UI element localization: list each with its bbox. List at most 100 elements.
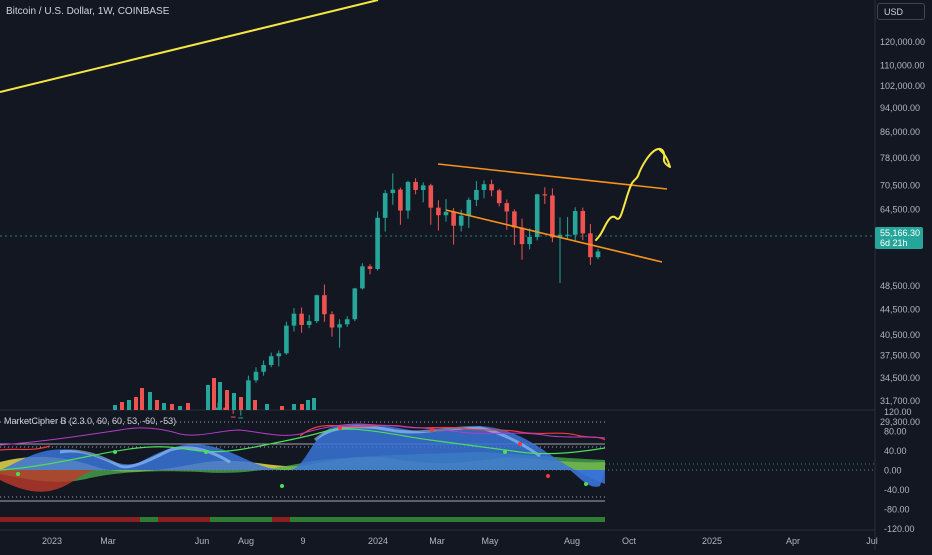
- candle: [474, 181, 479, 207]
- candle: [276, 350, 282, 367]
- candle: [223, 403, 228, 410]
- symbol-title[interactable]: Bitcoin / U.S. Dollar, 1W, COINBASE: [6, 6, 170, 17]
- candle: [519, 218, 525, 260]
- indicator-name[interactable]: MarketCipher B (2.3.0, 60, 60, 53, -60, …: [4, 416, 177, 426]
- price-axis-label: 48,500.00: [880, 281, 920, 291]
- candle: [140, 388, 144, 410]
- candle: [565, 216, 570, 240]
- time-axis-label: Mar: [100, 536, 116, 546]
- candle: [527, 228, 532, 250]
- candle: [595, 248, 601, 260]
- time-axis-label: 2024: [368, 536, 388, 546]
- candle: [265, 404, 269, 410]
- indicator-axis[interactable]: 120.00 80.00 40.00 0.00 -40.00 -80.00 -120.00: [884, 407, 915, 534]
- time-axis-label: Jun: [195, 536, 210, 546]
- candle: [212, 378, 216, 410]
- price-axis-label: 70,500.00: [880, 180, 920, 190]
- candle: [127, 400, 131, 410]
- price-axis-label: 37,500.00: [880, 350, 920, 360]
- candle: [534, 193, 540, 241]
- candle: [206, 385, 210, 410]
- stoch-line-purple: [0, 423, 606, 446]
- candle: [436, 200, 441, 231]
- time-axis-label: Mar: [429, 536, 445, 546]
- candle: [550, 188, 555, 243]
- candle: [225, 390, 229, 410]
- candle: [405, 180, 411, 219]
- candle: [178, 406, 182, 410]
- candle: [360, 263, 365, 290]
- candle: [557, 217, 563, 283]
- candle: [314, 294, 320, 324]
- time-axis-label: 2023: [42, 536, 62, 546]
- time-axis-label: Aug: [564, 536, 580, 546]
- indicator-axis-label: -80.00: [884, 505, 910, 515]
- candle: [496, 188, 502, 207]
- price-axis-label: 40,500.00: [880, 330, 920, 340]
- candle: [280, 406, 284, 410]
- candle: [413, 178, 418, 195]
- wave-blue-area: [0, 424, 605, 484]
- price-axis-label: 34,500.00: [880, 373, 920, 383]
- channel-upper-line[interactable]: [437, 163, 668, 190]
- candle: [239, 397, 243, 410]
- candle: [312, 398, 316, 410]
- price-axis-label: 120,000.00: [880, 37, 925, 47]
- time-axis[interactable]: 2023 Mar Jun Aug 9 2024 Mar May Aug Oct 2025 Apr Jul: [42, 536, 878, 546]
- projection-scribble[interactable]: [595, 147, 671, 241]
- price-axis-label: 29,300.00: [880, 417, 920, 427]
- candle: [134, 397, 138, 410]
- price-axis-label: 102,000.00: [880, 81, 925, 91]
- candle: [398, 187, 403, 225]
- candle: [580, 207, 586, 241]
- price-axis-label: 86,000.00: [880, 127, 920, 137]
- candle: [329, 311, 335, 337]
- price-axis-label: 94,000.00: [880, 103, 920, 113]
- yellow-trendline[interactable]: [0, 0, 379, 93]
- candle: [291, 308, 297, 332]
- indicator-axis-label: 0.00: [884, 466, 902, 476]
- candle: [155, 400, 159, 410]
- indicator-axis-label: 80.00: [884, 427, 907, 437]
- candle: [170, 404, 174, 410]
- candle: [246, 375, 251, 410]
- candle: [162, 403, 166, 410]
- candle: [232, 393, 236, 410]
- time-axis-label: Aug: [238, 536, 254, 546]
- candle: [306, 400, 310, 410]
- price-axis-label: 78,000.00: [880, 153, 920, 163]
- time-axis-label: 9: [300, 536, 305, 546]
- time-axis-label: Oct: [622, 536, 637, 546]
- time-axis-label: Jul: [866, 536, 878, 546]
- price-axis-label: 44,500.00: [880, 304, 920, 314]
- candle: [113, 405, 117, 410]
- time-axis-label: May: [481, 536, 499, 546]
- price-axis-label: 110,000.00: [880, 60, 924, 70]
- candle: [300, 404, 304, 410]
- currency-button[interactable]: USD: [877, 3, 925, 20]
- candle: [337, 319, 342, 348]
- candle: [542, 187, 548, 204]
- candle: [292, 404, 296, 410]
- candle: [230, 410, 236, 418]
- candle: [120, 402, 124, 410]
- candlestick-series[interactable]: [113, 173, 601, 419]
- candle: [148, 392, 152, 410]
- channel-lower-line[interactable]: [445, 209, 663, 263]
- candle: [428, 183, 434, 225]
- price-axis-label: 31,700.00: [880, 396, 920, 406]
- candle: [390, 173, 396, 205]
- price-axis-label: 64,500.00: [880, 204, 920, 214]
- candle: [215, 402, 221, 410]
- marketcipher-pane[interactable]: [0, 421, 875, 522]
- indicator-axis-label: -40.00: [884, 485, 910, 495]
- indicator-axis-label: 40.00: [884, 446, 907, 456]
- candle: [218, 382, 222, 410]
- candle: [489, 179, 494, 197]
- candle: [253, 400, 257, 410]
- candle: [253, 367, 259, 383]
- candle: [352, 287, 358, 322]
- candle: [284, 321, 289, 355]
